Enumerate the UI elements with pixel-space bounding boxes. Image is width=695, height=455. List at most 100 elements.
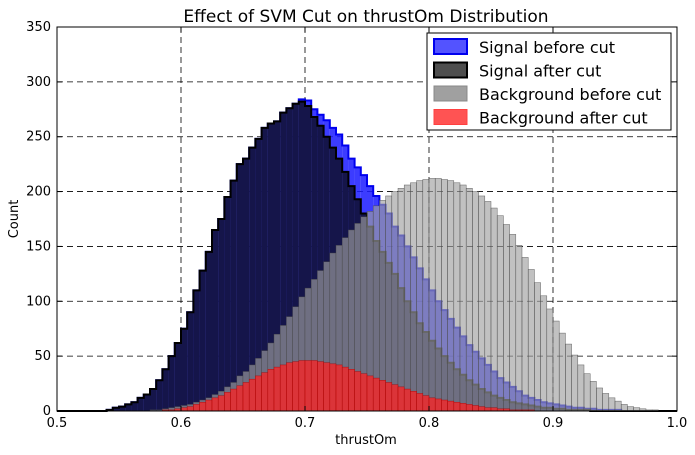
histogram-bin	[267, 123, 274, 411]
histogram-bin	[552, 320, 560, 412]
histogram-bin	[397, 386, 405, 412]
histogram-bin	[317, 125, 324, 411]
histogram-bin	[465, 404, 473, 412]
x-tick-label: 0.6	[171, 416, 192, 431]
histogram-bin	[453, 401, 461, 412]
histogram-bin	[311, 116, 318, 412]
histogram-bin	[565, 343, 572, 412]
y-tick-label: 350	[26, 20, 51, 35]
histogram-bin	[410, 391, 417, 412]
histogram-bin	[112, 407, 119, 411]
x-axis-label: thrustOm	[335, 433, 397, 448]
histogram-bin	[447, 180, 455, 412]
histogram-bin	[329, 363, 337, 412]
histogram-bin	[174, 342, 181, 411]
histogram-bin	[385, 382, 393, 412]
histogram-bin	[416, 180, 424, 412]
y-tick-label: 150	[26, 239, 51, 254]
histogram-bin	[137, 397, 144, 411]
histogram-bin	[125, 404, 132, 411]
legend-swatch	[433, 109, 468, 125]
x-tick-label: 0.7	[295, 416, 316, 431]
histogram-bin	[205, 251, 212, 411]
histogram-bin	[186, 406, 194, 412]
histogram-bin	[217, 395, 225, 412]
histogram-bin	[360, 373, 368, 412]
histogram-bin	[434, 178, 442, 412]
histogram-bin	[515, 245, 523, 412]
histogram-bin	[534, 282, 541, 412]
histogram-bin	[366, 375, 374, 412]
histogram-bin	[490, 207, 498, 412]
histogram-bin	[193, 290, 200, 411]
histogram-bin	[596, 387, 603, 412]
histogram-bin	[614, 400, 622, 412]
plot-frame	[56, 26, 678, 412]
histogram-bin	[348, 369, 355, 412]
histogram-bin	[410, 182, 417, 412]
y-tick-label: 100	[26, 294, 51, 309]
histogram-bin	[261, 372, 269, 412]
histogram-bin	[242, 382, 250, 412]
histogram-bin	[292, 103, 299, 412]
histogram-bin	[472, 191, 479, 412]
x-tick-label: 0.9	[543, 416, 564, 431]
legend-label: Signal after cut	[479, 62, 601, 81]
histogram-bin	[131, 402, 138, 411]
histogram-bin	[341, 366, 349, 412]
histogram-bin	[428, 397, 436, 412]
histogram-bin	[472, 405, 479, 412]
histogram-bin	[521, 257, 529, 412]
histogram-bin	[261, 127, 268, 412]
legend-swatch	[433, 38, 468, 55]
histogram-bin	[620, 404, 628, 412]
histogram-bin	[280, 112, 287, 411]
chart-title: Effect of SVM Cut on thrustOm Distributi…	[183, 7, 548, 27]
legend-swatch	[433, 85, 468, 102]
histogram-bin	[249, 147, 256, 411]
histogram-bin	[212, 229, 219, 411]
histogram-bin	[279, 364, 287, 412]
histogram-bin	[236, 385, 244, 412]
histogram-bin	[224, 392, 231, 412]
histogram-bin	[397, 188, 405, 412]
histogram-bin	[571, 354, 579, 412]
histogram-bin	[181, 328, 188, 411]
histogram-bin	[292, 361, 300, 412]
legend-label: Signal before cut	[479, 38, 615, 57]
histogram-bin	[243, 158, 250, 411]
histogram-bin	[403, 388, 411, 412]
y-tick-label: 50	[34, 349, 51, 364]
histogram-bin	[459, 184, 467, 412]
histogram-bin	[403, 184, 411, 412]
histogram-bin	[391, 191, 399, 412]
legend-label: Background after cut	[479, 109, 648, 128]
legend: Signal before cut Signal after cut Backgro…	[426, 32, 672, 131]
histogram-bin	[527, 269, 535, 412]
histogram-bin	[236, 164, 243, 411]
histogram-bin	[193, 404, 200, 412]
histogram-bin	[478, 195, 486, 412]
histogram-bin	[305, 105, 312, 411]
histogram-bin	[187, 312, 194, 411]
histogram-bin	[286, 362, 293, 412]
histogram-bin	[205, 399, 213, 412]
y-tick-label: 200	[26, 185, 51, 200]
histogram-bin	[459, 403, 467, 412]
histogram-bin	[391, 384, 399, 412]
histogram-bin	[156, 380, 163, 411]
histogram-bin	[267, 369, 275, 412]
legend-swatch	[433, 61, 468, 79]
histogram-bin	[422, 179, 430, 412]
histogram-bin	[503, 224, 510, 412]
histogram-bin	[298, 101, 305, 411]
histogram-bin	[286, 108, 293, 411]
histogram-bin	[354, 371, 362, 412]
y-axis-label: Count	[7, 200, 22, 239]
histogram-bin	[441, 399, 448, 412]
histogram-bin	[150, 389, 157, 411]
histogram-bin	[558, 332, 566, 412]
y-tick-label: 250	[26, 130, 51, 145]
histogram-bin	[379, 200, 386, 412]
